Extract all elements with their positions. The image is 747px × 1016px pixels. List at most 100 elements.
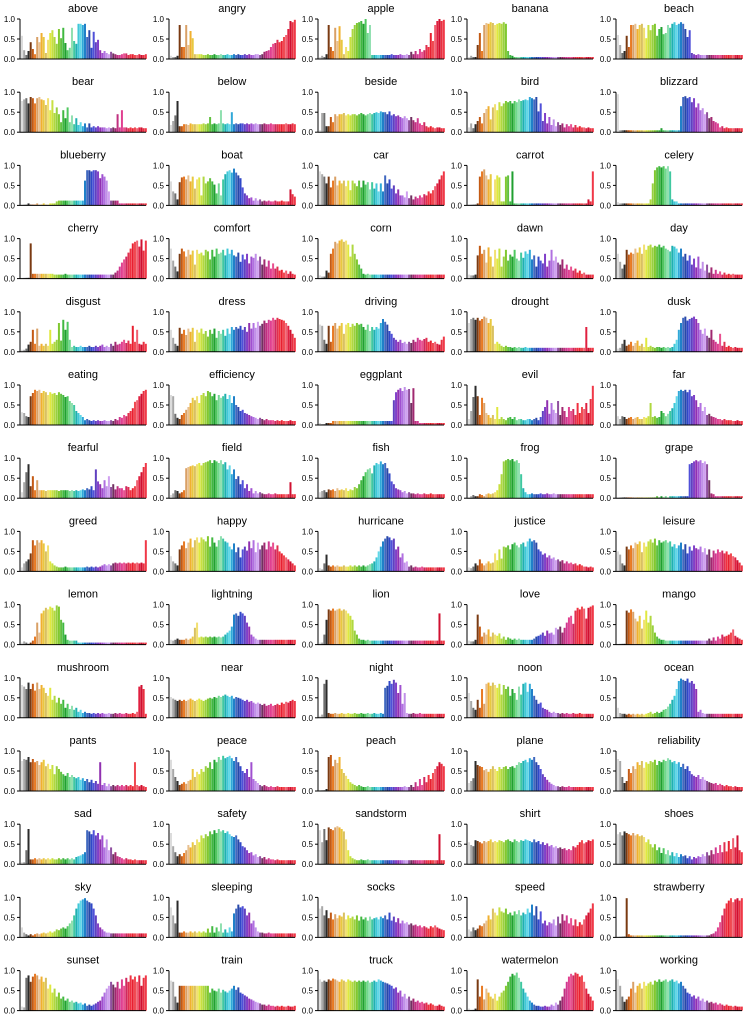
bar [563, 347, 566, 352]
y-tick-label: 0.5 [4, 35, 16, 44]
bar [580, 494, 583, 499]
bar [329, 117, 332, 133]
bar [259, 703, 262, 718]
bar [502, 767, 505, 791]
bar [382, 191, 384, 206]
bar [721, 550, 724, 572]
bar [634, 23, 637, 59]
bar [669, 640, 672, 645]
bar [434, 274, 437, 279]
bar [403, 640, 406, 645]
bar [340, 239, 343, 279]
bar [399, 640, 402, 645]
bar [693, 935, 696, 938]
bar [371, 55, 374, 59]
y-tick-label: 0.0 [4, 494, 16, 503]
panel-title: train [221, 955, 242, 967]
bar [34, 690, 37, 718]
bar [185, 638, 188, 645]
bar [252, 636, 255, 645]
bar [105, 486, 108, 499]
bar [250, 852, 253, 865]
bar [673, 640, 676, 645]
bar [131, 713, 134, 718]
bar [528, 683, 531, 718]
bar [213, 636, 216, 645]
bar [640, 935, 643, 938]
bar [382, 112, 384, 133]
bar [470, 845, 473, 865]
bar [651, 935, 654, 938]
bar [131, 128, 134, 133]
bar [669, 171, 672, 206]
bar [259, 856, 262, 865]
bar [734, 347, 737, 352]
bar [278, 1006, 281, 1011]
bar [178, 253, 181, 279]
bar [621, 835, 624, 865]
y-tick-label: 1.0 [600, 820, 612, 829]
bar [228, 124, 231, 133]
bar [625, 781, 628, 791]
bar [23, 932, 26, 938]
bar [110, 713, 113, 718]
bar [738, 347, 741, 352]
bar [535, 542, 538, 572]
bar [364, 860, 367, 865]
bar [265, 639, 268, 645]
bar [138, 786, 141, 791]
bar [57, 606, 60, 645]
bar [206, 985, 209, 1011]
bar [653, 632, 656, 645]
bar [580, 407, 583, 425]
bar [557, 1004, 560, 1011]
bar [276, 420, 279, 425]
bar [440, 274, 443, 279]
bar [358, 114, 361, 133]
bar [366, 639, 369, 645]
bar [574, 415, 577, 425]
bar [647, 983, 650, 1011]
bar [57, 769, 60, 791]
bar [544, 777, 547, 791]
bar [213, 123, 216, 133]
bar [112, 345, 115, 352]
bar [114, 341, 117, 352]
bar [140, 203, 143, 206]
bar [675, 980, 678, 1011]
bar [285, 35, 288, 59]
bar [336, 421, 339, 425]
bar [31, 640, 34, 645]
bar [329, 829, 332, 865]
bar [285, 1006, 288, 1011]
bar [522, 841, 525, 865]
bar [498, 907, 501, 938]
bar [217, 988, 220, 1011]
bar [88, 274, 91, 279]
y-tick-label: 0.0 [4, 860, 16, 869]
bar [90, 642, 93, 645]
bar [353, 565, 356, 572]
bar [112, 421, 115, 425]
bar [248, 912, 251, 938]
bar [131, 203, 134, 206]
bar [414, 494, 417, 499]
bar [29, 97, 32, 133]
panel-title: grape [665, 442, 693, 454]
bar [349, 256, 352, 279]
bar [105, 642, 108, 645]
bar [217, 540, 220, 572]
bar [701, 640, 704, 645]
bar [695, 460, 698, 499]
bar [64, 928, 67, 938]
bar [110, 200, 113, 206]
bar [388, 179, 391, 206]
bar [660, 496, 663, 499]
bar [690, 53, 693, 59]
bar [349, 115, 352, 133]
bar [429, 567, 432, 572]
bar [412, 713, 415, 718]
bar [349, 713, 352, 718]
bar [23, 349, 26, 352]
bar [468, 842, 470, 865]
